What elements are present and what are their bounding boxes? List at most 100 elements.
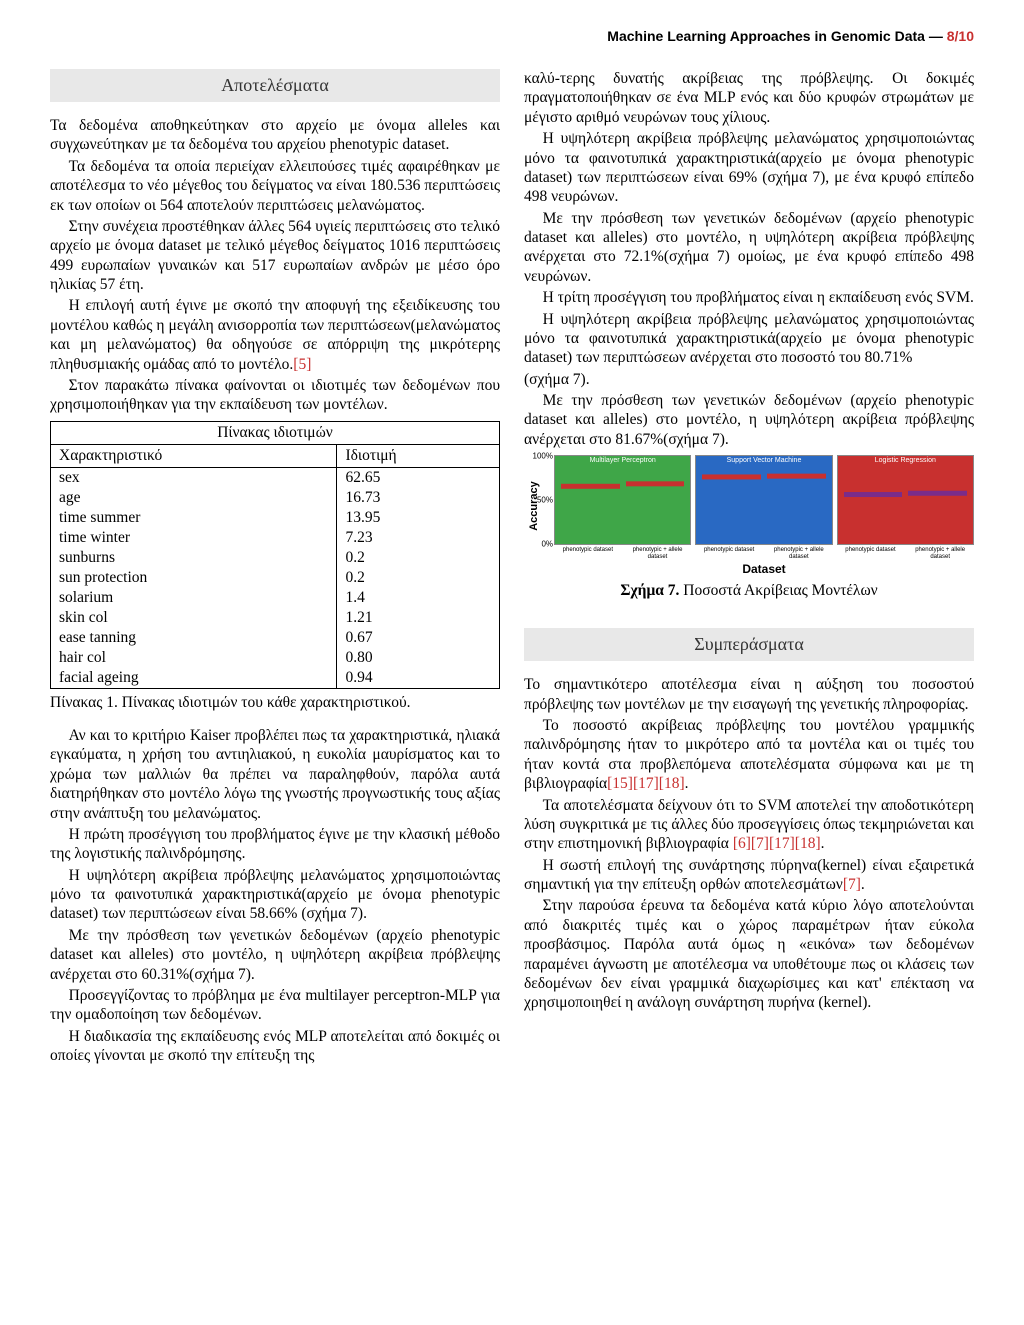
para-text: Η σωστή επιλογή της συνάρτησης πύρηνα(ke… [524, 857, 974, 893]
para: Η επιλογή αυτή έγινε με σκοπό την αποφυγ… [50, 296, 500, 374]
citation[interactable]: [15] [607, 775, 633, 792]
table-cell-value: 62.65 [337, 467, 500, 488]
xtick-group: phenotypic datasetphenotypic + allele da… [695, 547, 832, 560]
table-cell-name: sunburns [51, 548, 337, 568]
citation[interactable]: [7] [751, 835, 769, 852]
xtick: phenotypic dataset [695, 547, 763, 560]
para-text: Η επιλογή αυτή έγινε με σκοπό την αποφυγ… [50, 297, 500, 372]
bar [767, 474, 826, 479]
figure-caption-text: Ποσοστά Ακρίβειας Μοντέλων [679, 582, 877, 599]
para: Η υψηλότερη ακρίβεια πρόβλεψης μελανώματ… [524, 310, 974, 368]
bar [908, 491, 967, 496]
bars [555, 466, 690, 544]
bar [844, 492, 903, 497]
table-caption: Πίνακας 1. Πίνακας ιδιοτιμών του κάθε χα… [50, 693, 500, 712]
table-title: Πίνακας ιδιοτιμών [51, 421, 500, 444]
figure-7: Accuracy Multilayer Perceptron0%50%100%S… [524, 455, 974, 576]
table-cell-name: sun protection [51, 568, 337, 588]
table-cell-value: 1.4 [337, 588, 500, 608]
para: καλύ-τερης δυνατής ακρίβειας της πρόβλεψ… [524, 69, 974, 127]
para: Στην παρούσα έρευνα τα δεδομένα κατά κύρ… [524, 896, 974, 1012]
table-row: hair col0.80 [51, 648, 500, 668]
table-cell-value: 0.2 [337, 568, 500, 588]
table-cell-value: 7.23 [337, 528, 500, 548]
para: Τα δεδομένα αποθηκεύτηκαν στο αρχείο με … [50, 116, 500, 155]
para: Με την πρόσθεση των γενετικών δεδομένων … [50, 926, 500, 984]
xtick-group: phenotypic datasetphenotypic + allele da… [837, 547, 974, 560]
para: Η τρίτη προσέγγιση του προβλήματος είναι… [524, 288, 974, 307]
para: Τα αποτελέσματα δείχνουν ότι το SVM αποτ… [524, 796, 974, 854]
ytick: 0% [541, 540, 553, 549]
table-row: time winter7.23 [51, 528, 500, 548]
xtick: phenotypic dataset [554, 547, 622, 560]
table-cell-name: hair col [51, 648, 337, 668]
para: Με την πρόσθεση των γενετικών δεδομένων … [524, 391, 974, 449]
header-title: Machine Learning Approaches in Genomic D… [607, 28, 946, 44]
yticks: 0%50%100% [535, 456, 553, 544]
para-text: Το ποσοστό ακρίβειας πρόβλεψης του μοντέ… [524, 717, 974, 792]
citation[interactable]: [5] [293, 356, 311, 373]
page-number: 8/10 [947, 28, 974, 44]
table-row: time summer13.95 [51, 508, 500, 528]
para: Προσεγγίζοντας το πρόβλημα με ένα multil… [50, 986, 500, 1025]
figure-caption: Σχήμα 7. Ποσοστά Ακρίβειας Μοντέλων [524, 582, 974, 600]
spacer [524, 600, 974, 628]
ytick: 100% [533, 452, 553, 461]
bar [626, 481, 685, 486]
section-heading-results: Αποτελέσματα [50, 69, 500, 102]
panel-title: Support Vector Machine [696, 456, 831, 465]
para: Η διαδικασία της εκπαίδευσης ενός MLP απ… [50, 1027, 500, 1066]
table-cell-name: skin col [51, 608, 337, 628]
xtick: phenotypic dataset [837, 547, 905, 560]
bars [838, 466, 973, 544]
table-cell-name: ease tanning [51, 628, 337, 648]
xtick: phenotypic + allele dataset [906, 547, 974, 560]
para: Τα δεδομένα τα οποία περιείχαν ελλειπούσ… [50, 157, 500, 215]
right-column: καλύ-τερης δυνατής ακρίβειας της πρόβλεψ… [524, 69, 974, 1067]
columns: Αποτελέσματα Τα δεδομένα αποθηκεύτηκαν σ… [50, 69, 974, 1067]
page: Machine Learning Approaches in Genomic D… [0, 0, 1024, 1107]
figure-panel: Multilayer Perceptron0%50%100% [554, 455, 691, 545]
citation[interactable]: [18] [795, 835, 821, 852]
eigenvalue-table: Πίνακας ιδιοτιμών Χαρακτηριστικό Ιδιοτιμ… [50, 421, 500, 689]
table-row: facial ageing0.94 [51, 668, 500, 689]
citation[interactable]: [17] [769, 835, 795, 852]
table-cell-value: 0.94 [337, 668, 500, 689]
table-row: age16.73 [51, 488, 500, 508]
xtick: phenotypic + allele dataset [624, 547, 692, 560]
figure-panel: Logistic Regression [837, 455, 974, 545]
table-cell-value: 0.2 [337, 548, 500, 568]
running-header: Machine Learning Approaches in Genomic D… [50, 28, 974, 44]
table-row: sun protection0.2 [51, 568, 500, 588]
left-column: Αποτελέσματα Τα δεδομένα αποθηκεύτηκαν σ… [50, 69, 500, 1067]
panel-title: Multilayer Perceptron [555, 456, 690, 465]
table-cell-name: time summer [51, 508, 337, 528]
para: Το ποσοστό ακρίβειας πρόβλεψης του μοντέ… [524, 716, 974, 794]
figure-panel: Support Vector Machine [695, 455, 832, 545]
ytick: 50% [537, 496, 553, 505]
table-row: skin col1.21 [51, 608, 500, 628]
section-heading-conclusions: Συμπεράσματα [524, 628, 974, 661]
table-cell-name: sex [51, 467, 337, 488]
table-cell-value: 1.21 [337, 608, 500, 628]
para: Η υψηλότερη ακρίβεια πρόβλεψης μελανώματ… [50, 866, 500, 924]
figure-xticks: phenotypic datasetphenotypic + allele da… [554, 547, 974, 560]
para: (σχήμα 7). [524, 370, 974, 389]
para: Αν και το κριτήριο Kaiser προβλέπει πως … [50, 726, 500, 823]
figure-caption-num: Σχήμα 7. [620, 582, 679, 599]
citation[interactable]: [6] [733, 835, 751, 852]
table-cell-name: facial ageing [51, 668, 337, 689]
col-header: Ιδιοτιμή [337, 444, 500, 467]
figure-panels: Multilayer Perceptron0%50%100% Support Ve… [554, 455, 974, 545]
table-row: sunburns0.2 [51, 548, 500, 568]
citation[interactable]: [7] [843, 876, 861, 893]
para: Το σημαντικότερο αποτέλεσμα είναι η αύξη… [524, 675, 974, 714]
table-cell-value: 16.73 [337, 488, 500, 508]
table-cell-name: solarium [51, 588, 337, 608]
citation[interactable]: [17] [633, 775, 659, 792]
para: Η σωστή επιλογή της συνάρτησης πύρηνα(ke… [524, 856, 974, 895]
table-row: solarium1.4 [51, 588, 500, 608]
para: Η υψηλότερη ακρίβεια πρόβλεψης μελανώματ… [524, 129, 974, 207]
citation[interactable]: [18] [659, 775, 685, 792]
col-header: Χαρακτηριστικό [51, 444, 337, 467]
